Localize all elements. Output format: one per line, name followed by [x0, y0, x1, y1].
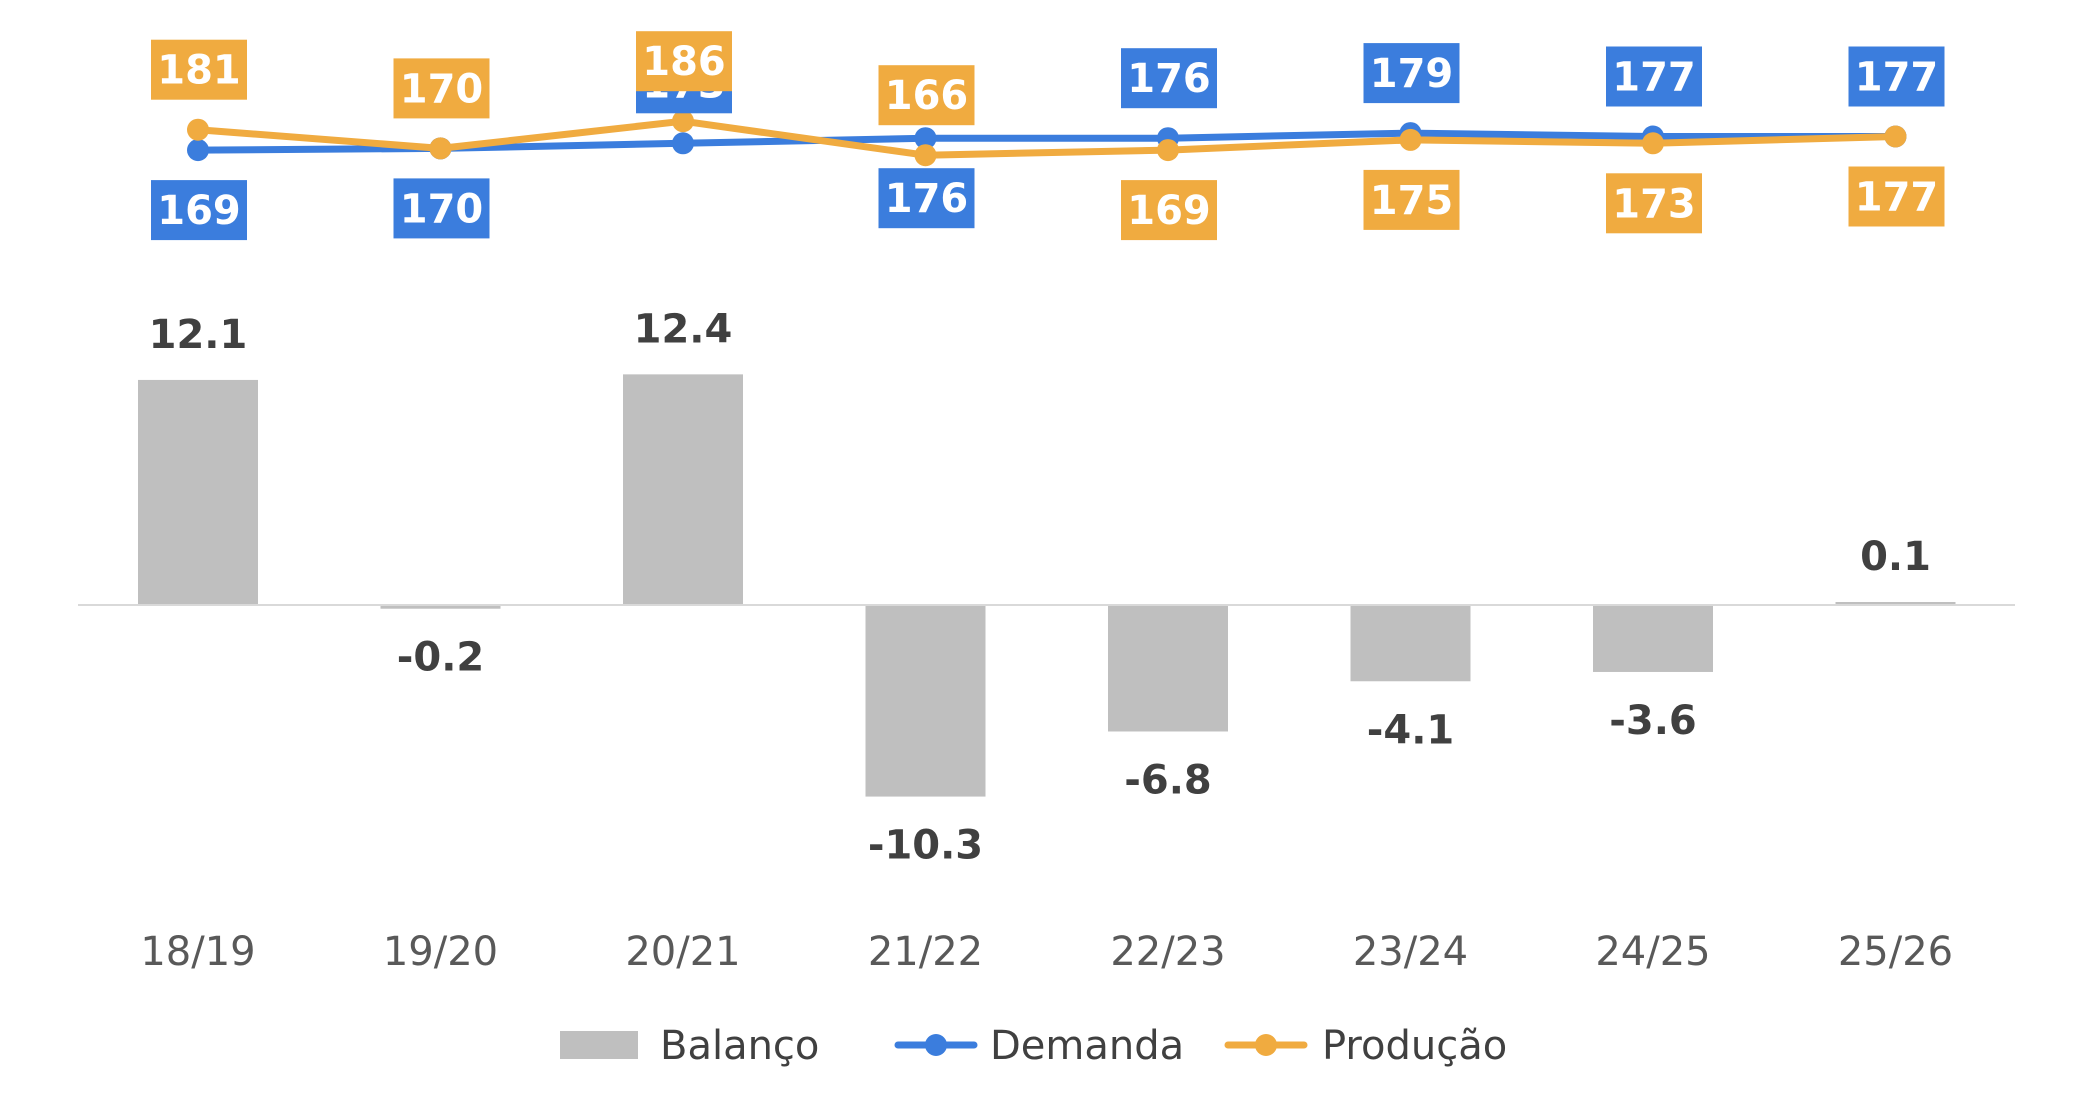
- producao-label-box-25-26: [1848, 166, 1945, 227]
- demanda-point-20-21: [672, 132, 694, 155]
- demanda-label-19-20: 170: [400, 186, 484, 232]
- legend-label-demanda: Demanda: [990, 1023, 1184, 1069]
- demanda-label-box-21-22: [878, 168, 975, 229]
- bar-series-balanco: [138, 374, 1956, 797]
- bar-label-19-20: -0.2: [397, 635, 484, 681]
- producao-label-box-18-19: [151, 39, 247, 100]
- producao-label-box-19-20: [393, 58, 490, 119]
- demanda-label-22-23: 176: [1127, 56, 1211, 102]
- bar-20-21: [623, 374, 743, 605]
- bar-24-25: [1593, 605, 1713, 672]
- demanda-point-18-19: [187, 139, 209, 162]
- bar-25-26: [1835, 602, 1956, 605]
- line-data-labels: 169 170 173 176 176 179 177 177 181 170 186 166 169 1…: [151, 31, 1945, 241]
- x-axis-ticks: 18/19 19/20 20/21 21/22 22/23 23/24 24/25 25/26: [140, 929, 1953, 975]
- demanda-label-25-26: 177: [1855, 55, 1939, 101]
- producao-point-18-19: [187, 118, 209, 141]
- bar-22-23: [1108, 605, 1228, 732]
- bar-21-22: [865, 605, 986, 797]
- demanda-label-box-25-26: [1848, 46, 1945, 107]
- legend-marker-producao: [1255, 1034, 1277, 1056]
- line-series: [187, 110, 1907, 167]
- demanda-label-23-24: 179: [1370, 51, 1454, 97]
- bar-19-20: [380, 605, 501, 609]
- demanda-label-18-19: 169: [157, 188, 241, 234]
- bar-18-19: [138, 379, 258, 605]
- producao-label-23-24: 175: [1370, 178, 1454, 224]
- legend-swatch-balanco: [560, 1031, 638, 1059]
- producao-label-24-25: 173: [1612, 181, 1696, 227]
- producao-point-22-23: [1157, 139, 1179, 162]
- x-tick-20-21: 20/21: [625, 929, 740, 975]
- bar-label-23-24: -4.1: [1367, 707, 1454, 753]
- demanda-label-24-25: 177: [1612, 55, 1696, 101]
- producao-label-25-26: 177: [1855, 175, 1939, 221]
- producao-label-21-22: 166: [885, 73, 969, 119]
- producao-point-25-26: [1884, 125, 1907, 148]
- demanda-label-box-22-23: [1121, 48, 1217, 109]
- producao-line: [194, 117, 1899, 159]
- demanda-label-box-19-20: [393, 178, 490, 239]
- bar-data-labels: 12.1 -0.2 12.4 -10.3 -6.8 -4.1 -3.6 0.1: [149, 306, 1931, 868]
- bar-label-18-19: 12.1: [149, 312, 248, 358]
- producao-label-box-23-24: [1363, 169, 1460, 230]
- demanda-label-box-23-24: [1363, 43, 1460, 104]
- producao-label-18-19: 181: [157, 48, 241, 94]
- demanda-point-21-22: [914, 127, 937, 150]
- legend-marker-demanda: [925, 1034, 947, 1056]
- producao-label-20-21: 186: [642, 39, 726, 85]
- x-tick-24-25: 24/25: [1595, 929, 1710, 975]
- bar-label-22-23: -6.8: [1124, 757, 1211, 803]
- demanda-label-21-22: 176: [885, 176, 969, 222]
- demanda-label-box-24-25: [1606, 46, 1702, 107]
- x-tick-19-20: 19/20: [383, 929, 498, 975]
- producao-label-box-24-25: [1606, 173, 1702, 234]
- x-tick-18-19: 18/19: [140, 929, 255, 975]
- bar-label-25-26: 0.1: [1860, 534, 1931, 580]
- producao-label-19-20: 170: [400, 66, 484, 112]
- producao-label-box-21-22: [878, 65, 975, 126]
- x-tick-25-26: 25/26: [1838, 929, 1953, 975]
- producao-label-box-22-23: [1121, 180, 1217, 241]
- bar-23-24: [1350, 605, 1471, 682]
- x-tick-21-22: 21/22: [868, 929, 983, 975]
- legend-label-balanco: Balanço: [660, 1023, 819, 1069]
- producao-point-19-20: [429, 137, 452, 160]
- x-tick-23-24: 23/24: [1353, 929, 1468, 975]
- demanda-label-box-18-19: [151, 180, 247, 241]
- demanda-line: [194, 129, 1899, 154]
- producao-point-24-25: [1642, 132, 1664, 155]
- producao-point-23-24: [1399, 128, 1422, 151]
- bar-label-21-22: -10.3: [868, 823, 983, 869]
- bar-label-24-25: -3.6: [1609, 698, 1696, 744]
- legend-label-producao: Produção: [1322, 1023, 1507, 1069]
- legend: Balanço Demanda Produção: [560, 1023, 1507, 1069]
- producao-label-box-20-21: [636, 31, 732, 92]
- producao-point-20-21: [672, 110, 694, 133]
- x-tick-22-23: 22/23: [1110, 929, 1225, 975]
- producao-point-21-22: [914, 144, 937, 167]
- bar-label-20-21: 12.4: [634, 306, 733, 352]
- producao-label-22-23: 169: [1127, 188, 1211, 234]
